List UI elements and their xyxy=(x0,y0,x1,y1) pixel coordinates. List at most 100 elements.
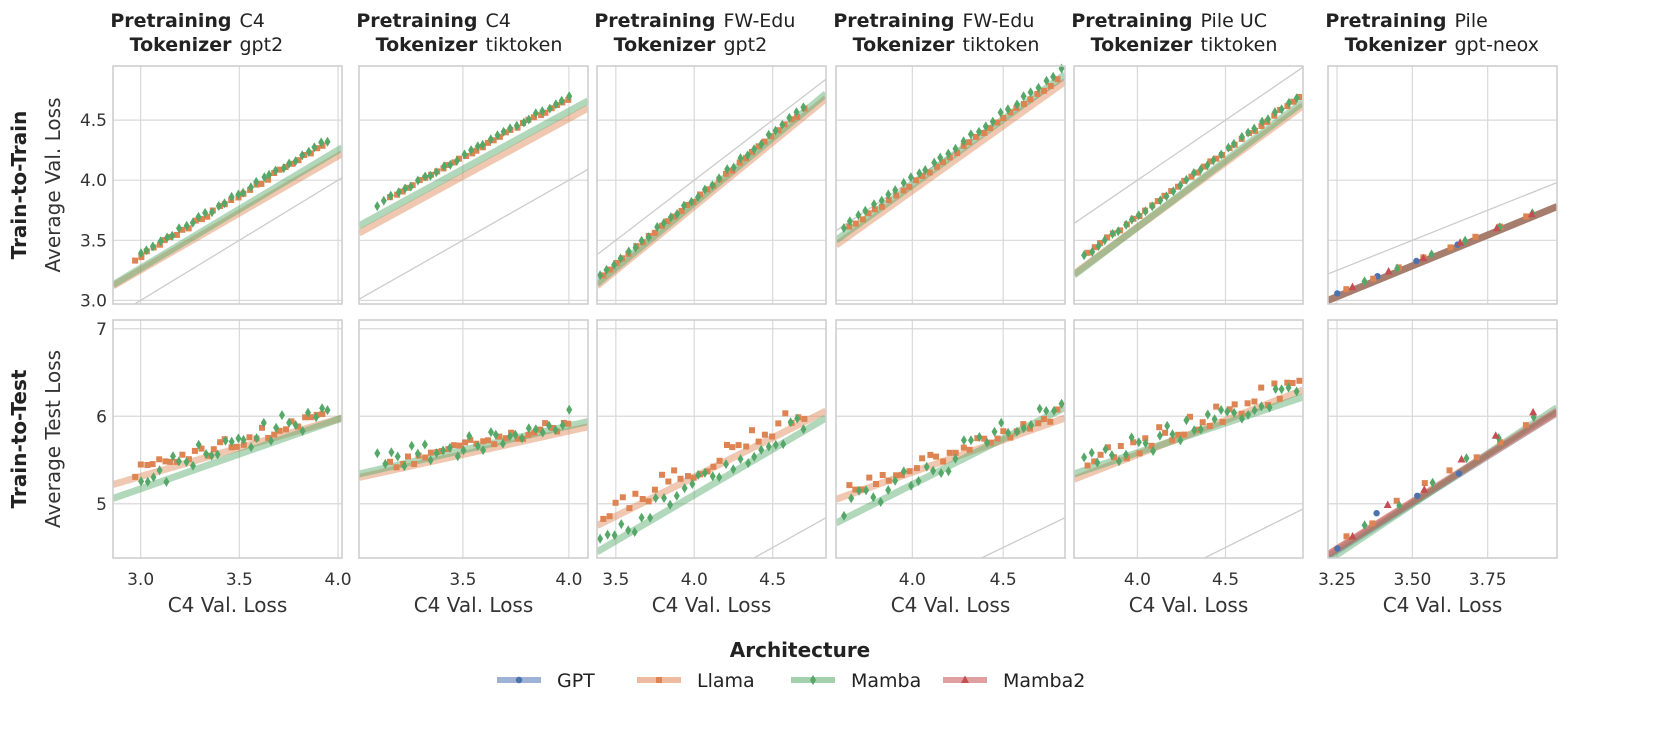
x-axis-label: C4 Val. Loss xyxy=(652,593,772,617)
data-point-mamba xyxy=(1361,520,1368,531)
data-point-llama xyxy=(456,442,463,449)
x-tick-label: 3.5 xyxy=(449,570,476,590)
panel-title-pretraining: C4 xyxy=(240,10,265,32)
data-point-mamba xyxy=(380,195,387,206)
data-point-mamba xyxy=(1204,160,1211,171)
panel-title-key: Pretraining xyxy=(1071,10,1192,32)
data-point-llama xyxy=(473,147,480,154)
x-tick-label: 4.0 xyxy=(325,570,352,590)
data-point-mamba xyxy=(221,198,228,209)
data-point-llama xyxy=(394,191,401,198)
data-point-mamba xyxy=(253,176,260,187)
data-point-mamba xyxy=(716,472,723,483)
data-point-mamba xyxy=(144,476,151,487)
data-point-mamba xyxy=(800,102,807,113)
data-point-mamba xyxy=(877,497,884,507)
panel-frame xyxy=(358,65,589,305)
data-point-mamba xyxy=(870,492,877,503)
data-point-mamba xyxy=(546,103,553,114)
data-point-mamba2 xyxy=(1419,253,1428,262)
data-point-mamba xyxy=(183,457,190,467)
data-point-mamba xyxy=(976,126,982,137)
panel-frame xyxy=(1073,319,1304,559)
data-point-mamba xyxy=(468,145,475,156)
data-point-mamba xyxy=(1014,426,1020,437)
data-point-mamba xyxy=(758,139,765,150)
data-point-llama xyxy=(514,435,521,442)
data-point-mamba xyxy=(1204,409,1211,420)
panel-frame xyxy=(1327,65,1558,305)
data-point-mamba xyxy=(433,448,440,459)
data-point-mamba xyxy=(1101,235,1108,246)
data-point-llama xyxy=(1162,429,1169,436)
data-point-mamba xyxy=(525,423,532,434)
data-point-mamba xyxy=(235,189,242,200)
data-point-mamba xyxy=(745,458,752,469)
data-point-llama xyxy=(530,114,537,121)
data-point-llama xyxy=(645,498,652,505)
fit-line-mamba xyxy=(836,404,1065,527)
data-point-mamba2 xyxy=(1420,485,1429,493)
data-point-llama xyxy=(132,473,139,480)
data-point-llama xyxy=(508,429,515,436)
data-point-mamba xyxy=(856,485,862,496)
data-point-llama xyxy=(307,414,314,421)
data-point-mamba xyxy=(751,451,758,462)
data-point-mamba xyxy=(500,126,507,137)
data-point-mamba xyxy=(1156,430,1163,441)
data-point-llama xyxy=(276,427,283,434)
fit-line-mamba xyxy=(597,414,826,555)
data-point-llama xyxy=(450,442,457,449)
data-point-llama xyxy=(852,220,859,227)
x-axis-label: C4 Val. Loss xyxy=(1383,593,1503,617)
x-axis-label: C4 Val. Loss xyxy=(414,593,534,617)
data-point-mamba xyxy=(1115,226,1122,237)
data-point-mamba xyxy=(324,136,331,147)
data-point-mamba xyxy=(916,168,923,179)
data-point-llama xyxy=(1000,428,1007,435)
data-point-llama xyxy=(387,458,393,465)
data-point-mamba xyxy=(209,207,215,218)
data-point-mamba xyxy=(716,173,723,184)
data-point-llama xyxy=(735,442,742,449)
data-point-llama xyxy=(871,206,878,213)
fit-line-llama xyxy=(597,95,826,289)
data-point-llama xyxy=(259,424,265,431)
data-point-llama xyxy=(542,109,549,116)
data-point-mamba xyxy=(737,454,744,465)
data-point-llama xyxy=(736,159,743,166)
data-point-mamba xyxy=(765,441,772,452)
data-point-llama xyxy=(496,133,503,140)
data-point-mamba xyxy=(1230,138,1237,149)
data-point-mamba xyxy=(1285,382,1292,393)
data-point-llama xyxy=(1201,163,1208,170)
data-point-mamba xyxy=(479,139,486,150)
x-tick-label: 3.5 xyxy=(602,570,629,590)
data-point-mamba xyxy=(374,448,381,459)
data-point-llama xyxy=(1472,233,1479,240)
identity-line xyxy=(374,572,382,576)
data-point-mamba xyxy=(215,201,222,211)
data-point-llama xyxy=(946,154,953,161)
data-point-llama xyxy=(549,425,556,431)
data-point-mamba xyxy=(1183,415,1190,426)
data-point-llama xyxy=(613,259,620,266)
panel-frame xyxy=(112,65,343,305)
data-point-mamba xyxy=(228,191,235,202)
panel-frame xyxy=(112,319,343,559)
data-point-mamba xyxy=(1293,386,1300,397)
data-point-mamba xyxy=(1163,191,1170,202)
data-point-llama xyxy=(1027,425,1033,432)
x-tick-label: 4.0 xyxy=(555,570,582,590)
data-point-llama xyxy=(658,222,665,229)
data-point-llama xyxy=(319,142,326,149)
y-tick-label: 6 xyxy=(96,407,107,427)
data-point-llama xyxy=(480,438,487,445)
data-point-mamba xyxy=(169,230,176,241)
data-point-llama xyxy=(966,446,973,453)
data-point-llama xyxy=(600,515,607,522)
data-point-llama xyxy=(898,471,905,478)
data-point-llama xyxy=(302,414,309,421)
data-point-llama xyxy=(981,130,988,136)
data-point-mamba xyxy=(474,441,481,451)
